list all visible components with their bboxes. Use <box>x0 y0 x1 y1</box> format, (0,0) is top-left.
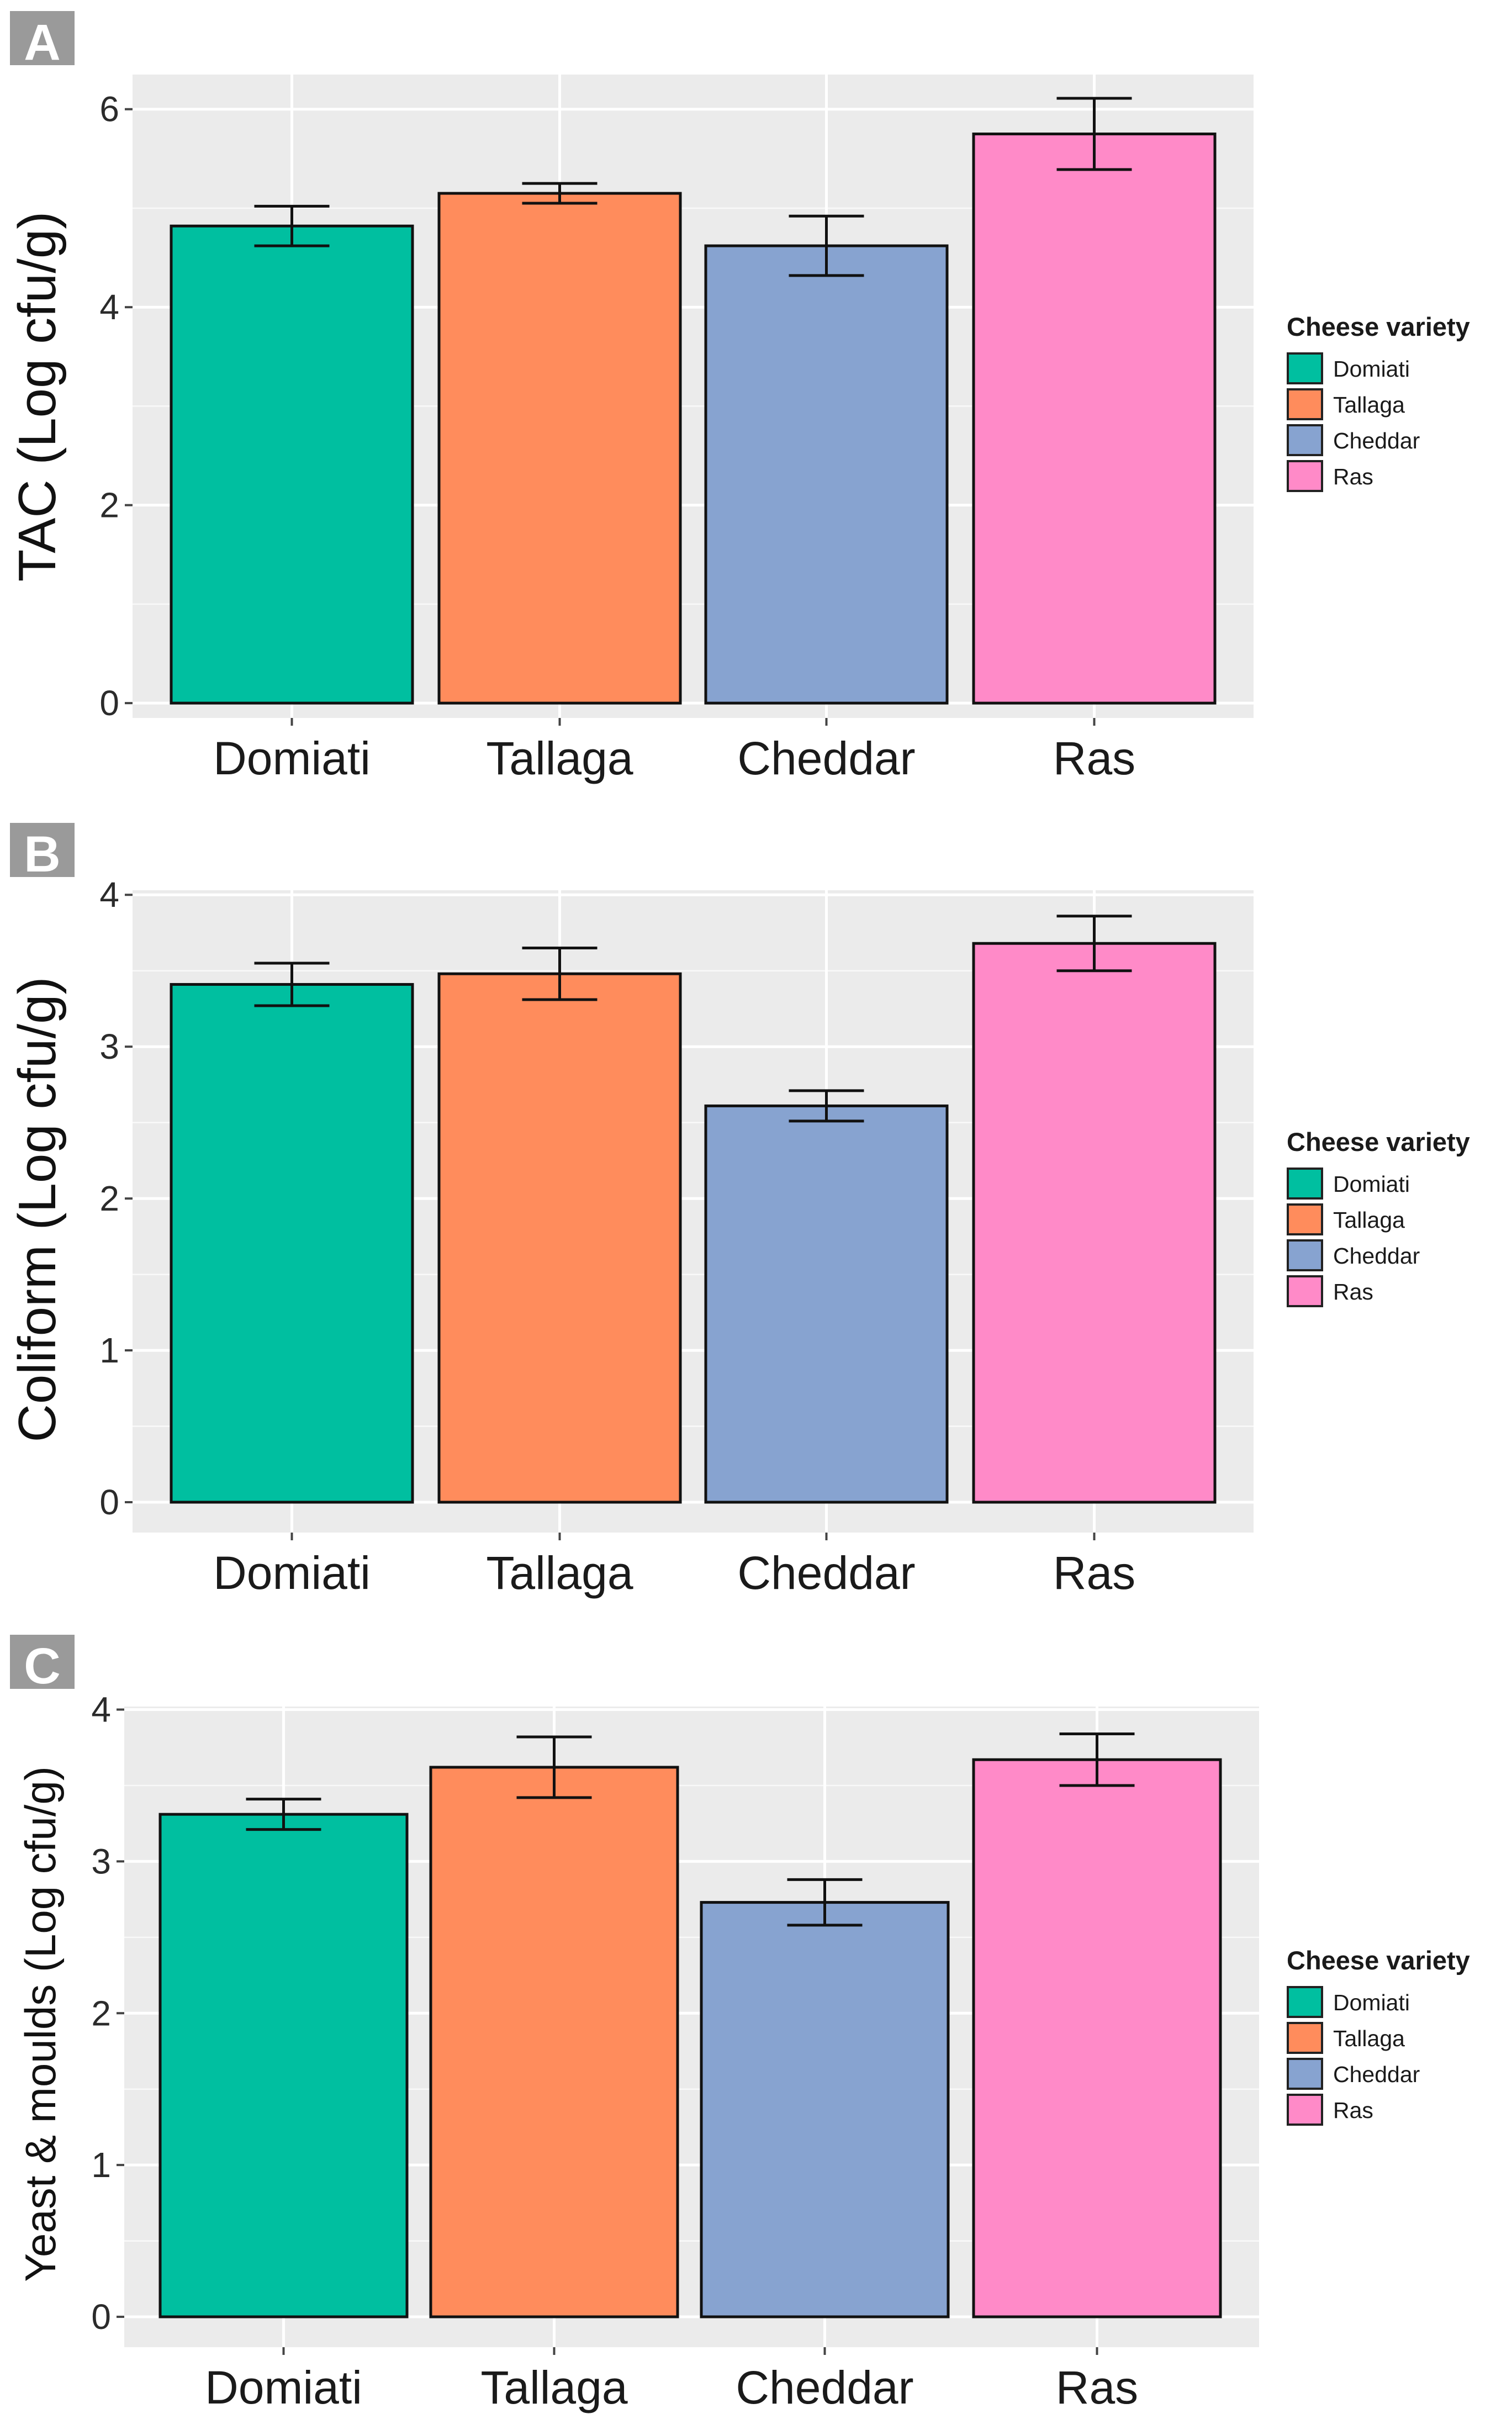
y-tick-label: 2 <box>99 1179 119 1218</box>
error-bar-domiati <box>246 1798 321 1831</box>
bar-tallaga <box>437 972 682 1504</box>
legend-label-tallaga: Tallaga <box>1333 1207 1405 1233</box>
x-tick-label-tallaga: Tallaga <box>486 732 633 784</box>
x-tick-label-domiati: Domiati <box>213 732 371 784</box>
legend-label-domiati: Domiati <box>1333 356 1410 382</box>
legend-swatch-cheddar <box>1287 1239 1323 1271</box>
legend-label-tallaga: Tallaga <box>1333 2026 1405 2051</box>
chart-panel-b: B 0 1 2 3 4 Domiati Tallaga Cheddar Ras Coliform (… <box>8 823 1470 1599</box>
legend-title: Cheese variety <box>1287 312 1470 341</box>
x-tick-label-tallaga: Tallaga <box>480 2362 627 2413</box>
y-tick-label: 4 <box>91 1689 111 1729</box>
y-tick-label: 2 <box>99 485 119 525</box>
bar-domiati <box>158 1813 409 2318</box>
legend-label-domiati: Domiati <box>1333 1171 1410 1197</box>
legend-label-cheddar: Cheddar <box>1333 1243 1420 1269</box>
y-tick-label: 2 <box>91 1993 111 2033</box>
y-tick-label: 0 <box>99 1482 119 1522</box>
legend-title: Cheese variety <box>1287 1946 1470 1975</box>
bar-tallaga <box>437 192 682 705</box>
bar-ras <box>972 133 1217 705</box>
legend-swatch-ras <box>1287 2094 1323 2126</box>
error-bar-cheddar <box>787 1878 863 1927</box>
legend-swatch-ras <box>1287 460 1323 492</box>
legend-label-cheddar: Cheddar <box>1333 2062 1420 2087</box>
legend-label-cheddar: Cheddar <box>1333 428 1420 453</box>
panel-letter-box <box>10 11 75 65</box>
error-bar-ras <box>1056 915 1132 973</box>
bar-ras <box>972 942 1217 1504</box>
y-tick-label: 0 <box>99 683 119 723</box>
panel-letter: B <box>24 826 60 883</box>
error-bar-tallaga <box>522 946 598 1001</box>
x-tick-label-cheddar: Cheddar <box>737 1547 915 1599</box>
y-axis-title: TAC (Log cfu/g) <box>8 212 67 582</box>
y-tick-label: 0 <box>91 2297 111 2337</box>
y-tick-label: 1 <box>91 2145 111 2185</box>
x-tick-label-ras: Ras <box>1053 732 1135 784</box>
legend-swatch-ras <box>1287 1275 1323 1307</box>
y-tick-label: 4 <box>99 875 119 915</box>
legend-label-domiati: Domiati <box>1333 1990 1410 2015</box>
error-bar-domiati <box>254 962 330 1007</box>
x-tick-label-cheddar: Cheddar <box>736 2362 913 2413</box>
y-tick-label: 1 <box>99 1330 119 1370</box>
legend: Cheese variety Domiati Tallaga Cheddar Ras <box>1287 1946 1470 2126</box>
error-bar-cheddar <box>789 1089 864 1123</box>
x-tick-label-ras: Ras <box>1056 2362 1138 2413</box>
panel-letter-box <box>10 1635 75 1689</box>
error-bar-ras <box>1059 1732 1135 1787</box>
y-axis-title: Coliform (Log cfu/g) <box>8 977 67 1443</box>
y-tick-label: 4 <box>99 287 119 327</box>
x-tick-label-tallaga: Tallaga <box>486 1547 633 1599</box>
x-tick-label-cheddar: Cheddar <box>737 732 915 784</box>
legend-swatch-cheddar <box>1287 424 1323 456</box>
legend-swatch-tallaga <box>1287 2022 1323 2054</box>
y-tick-label: 6 <box>99 89 119 129</box>
legend-swatch-tallaga <box>1287 388 1323 420</box>
error-bar-tallaga <box>522 182 598 205</box>
legend-swatch-domiati <box>1287 1986 1323 2018</box>
legend: Cheese variety Domiati Tallaga Cheddar Ras <box>1287 1127 1470 1307</box>
panel-letter: A <box>24 14 60 71</box>
legend-swatch-cheddar <box>1287 2058 1323 2090</box>
legend-label-ras: Ras <box>1333 1279 1373 1304</box>
legend-title: Cheese variety <box>1287 1127 1470 1156</box>
legend-label-ras: Ras <box>1333 2098 1373 2123</box>
y-tick-label: 3 <box>91 1841 111 1881</box>
chart-panel-c: C 0 1 2 3 4 Domiati Tallaga Cheddar Ras Yeast & mo… <box>10 1635 1470 2413</box>
bar-tallaga <box>429 1766 679 2318</box>
error-bar-tallaga <box>516 1735 592 1799</box>
bar-ras <box>972 1758 1222 2318</box>
y-tick-label: 3 <box>99 1027 119 1066</box>
error-bar-domiati <box>254 204 330 247</box>
bar-cheddar <box>704 1104 949 1504</box>
bar-domiati <box>170 224 414 705</box>
chart-panel-a: A 0 2 4 6 Domiati Tallaga Cheddar Ras TAC (Log cf… <box>8 11 1470 784</box>
x-tick-label-ras: Ras <box>1053 1547 1135 1599</box>
error-bar-ras <box>1056 97 1132 171</box>
legend-swatch-tallaga <box>1287 1203 1323 1235</box>
bar-cheddar <box>704 244 949 705</box>
bar-cheddar <box>700 1901 950 2318</box>
y-axis-title: Yeast & moulds (Log cfu/g) <box>16 1766 65 2282</box>
bar-domiati <box>170 982 414 1504</box>
legend-swatch-domiati <box>1287 1168 1323 1200</box>
panel-letter: C <box>24 1638 60 1694</box>
error-bar-cheddar <box>789 214 864 277</box>
legend: Cheese variety Domiati Tallaga Cheddar Ras <box>1287 312 1470 492</box>
x-tick-label-domiati: Domiati <box>205 2362 362 2413</box>
legend-label-tallaga: Tallaga <box>1333 392 1405 418</box>
legend-swatch-domiati <box>1287 352 1323 384</box>
x-tick-label-domiati: Domiati <box>213 1547 371 1599</box>
legend-label-ras: Ras <box>1333 464 1373 489</box>
panel-letter-box <box>10 823 75 877</box>
